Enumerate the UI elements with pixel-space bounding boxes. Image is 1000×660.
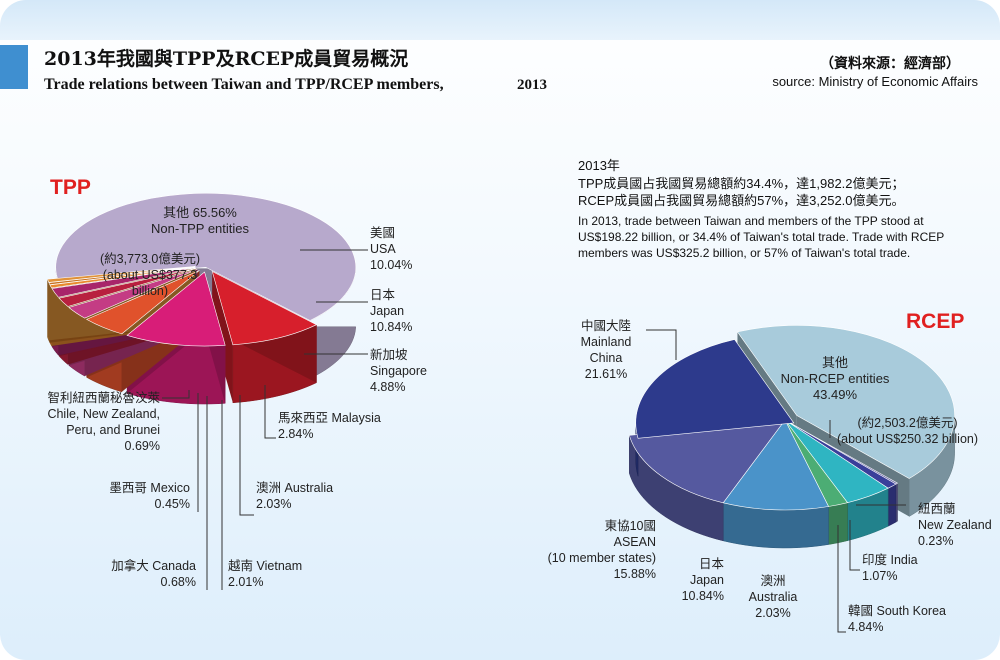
tpp-other-note: (約3,773.0億美元) (about US$377.3 billion) (99, 252, 201, 298)
note-tpp-zh: TPP成員國占我國貿易總額約34.4%，達1,982.2億美元； (578, 176, 905, 191)
rcep-japan-label: 日本 Japan 10.84% (681, 557, 724, 603)
tpp-chile-group-label: 智利紐西蘭秘魯汶萊 Chile, New Zealand, Peru, and … (47, 391, 160, 453)
rcep-india-label: 印度 India 1.07% (862, 553, 918, 583)
tpp-slice-5 (58, 268, 197, 307)
tpp-mexico-label: 墨西哥 Mexico 0.45% (109, 481, 190, 511)
rcep-title: RCEP (906, 310, 965, 333)
title-year: 2013 (517, 77, 547, 93)
tpp-slice-2 (126, 271, 226, 347)
note-year: 2013年 (578, 158, 620, 173)
rcep-china-label: 中國大陸 Mainland China 21.61% (580, 319, 632, 381)
tpp-australia-label: 澳洲 Australia 2.03% (256, 481, 334, 511)
source-en: source: Ministry of Economic Affairs (772, 74, 978, 89)
tpp-chile-leader (162, 390, 190, 399)
note-en-3: members was US$325.2 billion, or 57% of … (578, 246, 911, 260)
rcep-slice-6 (628, 419, 786, 504)
tpp-slice-4 (68, 268, 198, 319)
rcep-slice-7 (635, 339, 795, 439)
tpp-slice-1 (211, 270, 318, 346)
rcep-new-zealand-label: 紐西蘭 New Zealand 0.23% (918, 502, 992, 548)
rcep-other-note: (約2,503.2億美元) (about US$250.32 billion) (836, 416, 979, 446)
rcep-slice-5 (722, 419, 830, 511)
tpp-singapore-label: 新加坡 Singapore 4.88% (370, 348, 427, 394)
tpp-slice-6 (51, 267, 196, 298)
title-en: Trade relations between Taiwan and TPP/R… (44, 76, 444, 93)
rcep-slice-0 (736, 325, 955, 479)
note-en-2: US$198.22 billion, or 34.4% of Taiwan's … (578, 230, 945, 244)
title-accent-block (0, 45, 28, 89)
title-zh: 2013年我國與TPP及RCEP成員貿易概況 (44, 48, 409, 70)
source-zh: （資料來源：經濟部） (820, 55, 960, 71)
rcep-india-leader (849, 520, 860, 571)
tpp-malaysia-leader (264, 385, 276, 439)
tpp-title: TPP (50, 176, 91, 199)
tpp-usa-label: 美國 USA 10.04% (370, 226, 413, 272)
rcep-china-leader (646, 329, 677, 360)
tpp-japan-label: 日本 Japan 10.84% (370, 288, 413, 334)
note-en-1: In 2013, trade between Taiwan and member… (578, 214, 924, 228)
tpp-malaysia-label: 馬來西亞 Malaysia 2.84% (278, 411, 381, 441)
rcep-asean-label: 東協10國 ASEAN (10 member states) 15.88% (547, 519, 656, 581)
tpp-vietnam-label: 越南 Vietnam 2.01% (228, 559, 303, 589)
tpp-slice-0 (55, 192, 357, 321)
top-bar (0, 0, 1000, 40)
rcep-korea-label: 韓國 South Korea 4.84% (848, 604, 946, 634)
tpp-slice-9 (47, 266, 196, 283)
tpp-other-label: 其他 65.56% Non-TPP entities (150, 205, 250, 236)
tpp-slice-3 (85, 270, 200, 335)
rcep-other-label: 其他 Non-RCEP entities 43.49% (780, 355, 890, 402)
note-rcep-zh: RCEP成員國占我國貿易總額約57%，達3,252.0億美元。 (578, 193, 905, 208)
tpp-australia-leader (239, 395, 254, 516)
rcep-australia-label: 澳洲 Australia 2.03% (748, 574, 798, 620)
tpp-canada-label: 加拿大 Canada 0.68% (111, 559, 196, 589)
rcep-korea-leader (837, 525, 846, 633)
